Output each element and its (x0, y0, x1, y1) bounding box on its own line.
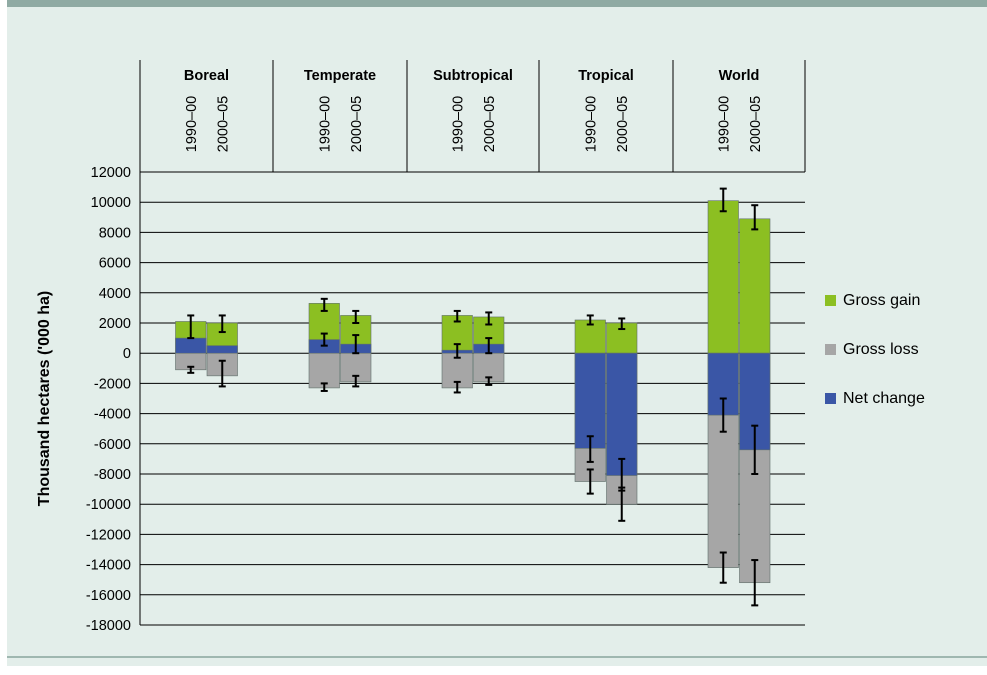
legend-label: Gross loss (843, 341, 919, 358)
y-tick-label: 2000 (99, 316, 131, 332)
error-bar-gain (751, 204, 759, 231)
period-label: 2000–05 (748, 96, 764, 152)
error-bar-loss (320, 382, 328, 392)
error-bar-net (352, 334, 360, 355)
error-bar-gain (485, 311, 493, 326)
error-bar-loss (485, 376, 493, 386)
error-bar-gain (453, 309, 461, 323)
region-label-boreal: Boreal (184, 68, 229, 84)
legend-label: Gross gain (843, 292, 920, 309)
period-label: 1990–00 (317, 96, 333, 152)
top-border (7, 0, 987, 7)
error-bar-gain (352, 309, 360, 324)
y-tick-label: -4000 (94, 407, 131, 423)
period-label: 1990–00 (184, 96, 200, 152)
error-bar-loss (453, 380, 461, 394)
error-bar-gain (719, 187, 727, 213)
y-tick-label: -2000 (94, 376, 131, 392)
error-bar-loss (218, 359, 226, 388)
chart-panel: Boreal 1990–00 2000–05 Temperate 1990–00 2000… (7, 0, 987, 666)
error-bar-loss (586, 468, 594, 495)
bar-net-change (574, 352, 606, 449)
y-tick-label: 0 (123, 346, 131, 362)
error-bar-gain (618, 317, 626, 331)
error-bar-net (719, 397, 727, 433)
bar-net-change (206, 345, 238, 354)
y-tick-label: 6000 (99, 256, 131, 272)
error-bar-gain (187, 314, 195, 340)
error-bar-gain (586, 314, 594, 326)
period-label: 2000–05 (615, 96, 631, 152)
error-bar-net (618, 457, 626, 492)
period-label: 2000–05 (349, 96, 365, 152)
y-tick-label: -16000 (86, 588, 131, 604)
period-label: 2000–05 (482, 96, 498, 152)
bar-net-change (175, 337, 207, 354)
forest-change-chart: Boreal 1990–00 2000–05 Temperate 1990–00 2000… (36, 60, 925, 634)
y-tick-label: -14000 (86, 558, 131, 574)
error-bar-gain (218, 314, 226, 334)
y-tick-label: -18000 (86, 618, 131, 634)
period-label: 2000–05 (215, 96, 231, 152)
legend-swatch-net-change (825, 393, 836, 404)
legend-swatch-gross-gain (825, 295, 836, 306)
legend-label: Net change (843, 390, 925, 407)
y-tick-label: -8000 (94, 467, 131, 483)
bar-gross-gain (739, 218, 771, 354)
period-label: 1990–00 (450, 96, 466, 152)
y-tick-label: 8000 (99, 225, 131, 241)
error-bar-net (320, 332, 328, 347)
bar-net-change (606, 352, 638, 476)
y-tick-label: 10000 (91, 195, 131, 211)
error-bar-loss (751, 559, 759, 607)
y-tick-label: 12000 (91, 165, 131, 181)
period-label: 1990–00 (716, 96, 732, 152)
y-tick-label: -6000 (94, 437, 131, 453)
period-label: 1990–00 (583, 96, 599, 152)
y-tick-label: -12000 (86, 527, 131, 543)
region-label-subtropical: Subtropical (433, 68, 513, 84)
error-bar-net (751, 424, 759, 475)
error-bar-net (485, 337, 493, 355)
bar-gross-gain (707, 200, 739, 354)
bottom-border (7, 656, 987, 658)
error-bar-loss (187, 365, 195, 374)
y-tick-label: 4000 (99, 286, 131, 302)
error-bar-loss (352, 374, 360, 388)
error-bar-gain (320, 297, 328, 312)
region-label-world: World (719, 68, 760, 84)
region-label-tropical: Tropical (578, 68, 634, 84)
y-axis-label: Thousand hectares ('000 ha) (36, 291, 53, 506)
region-label-temperate: Temperate (304, 68, 376, 84)
error-bar-net (586, 435, 594, 463)
y-tick-label: -10000 (86, 497, 131, 513)
error-bar-net (453, 343, 461, 359)
error-bar-loss (719, 551, 727, 584)
legend-swatch-gross-loss (825, 344, 836, 355)
